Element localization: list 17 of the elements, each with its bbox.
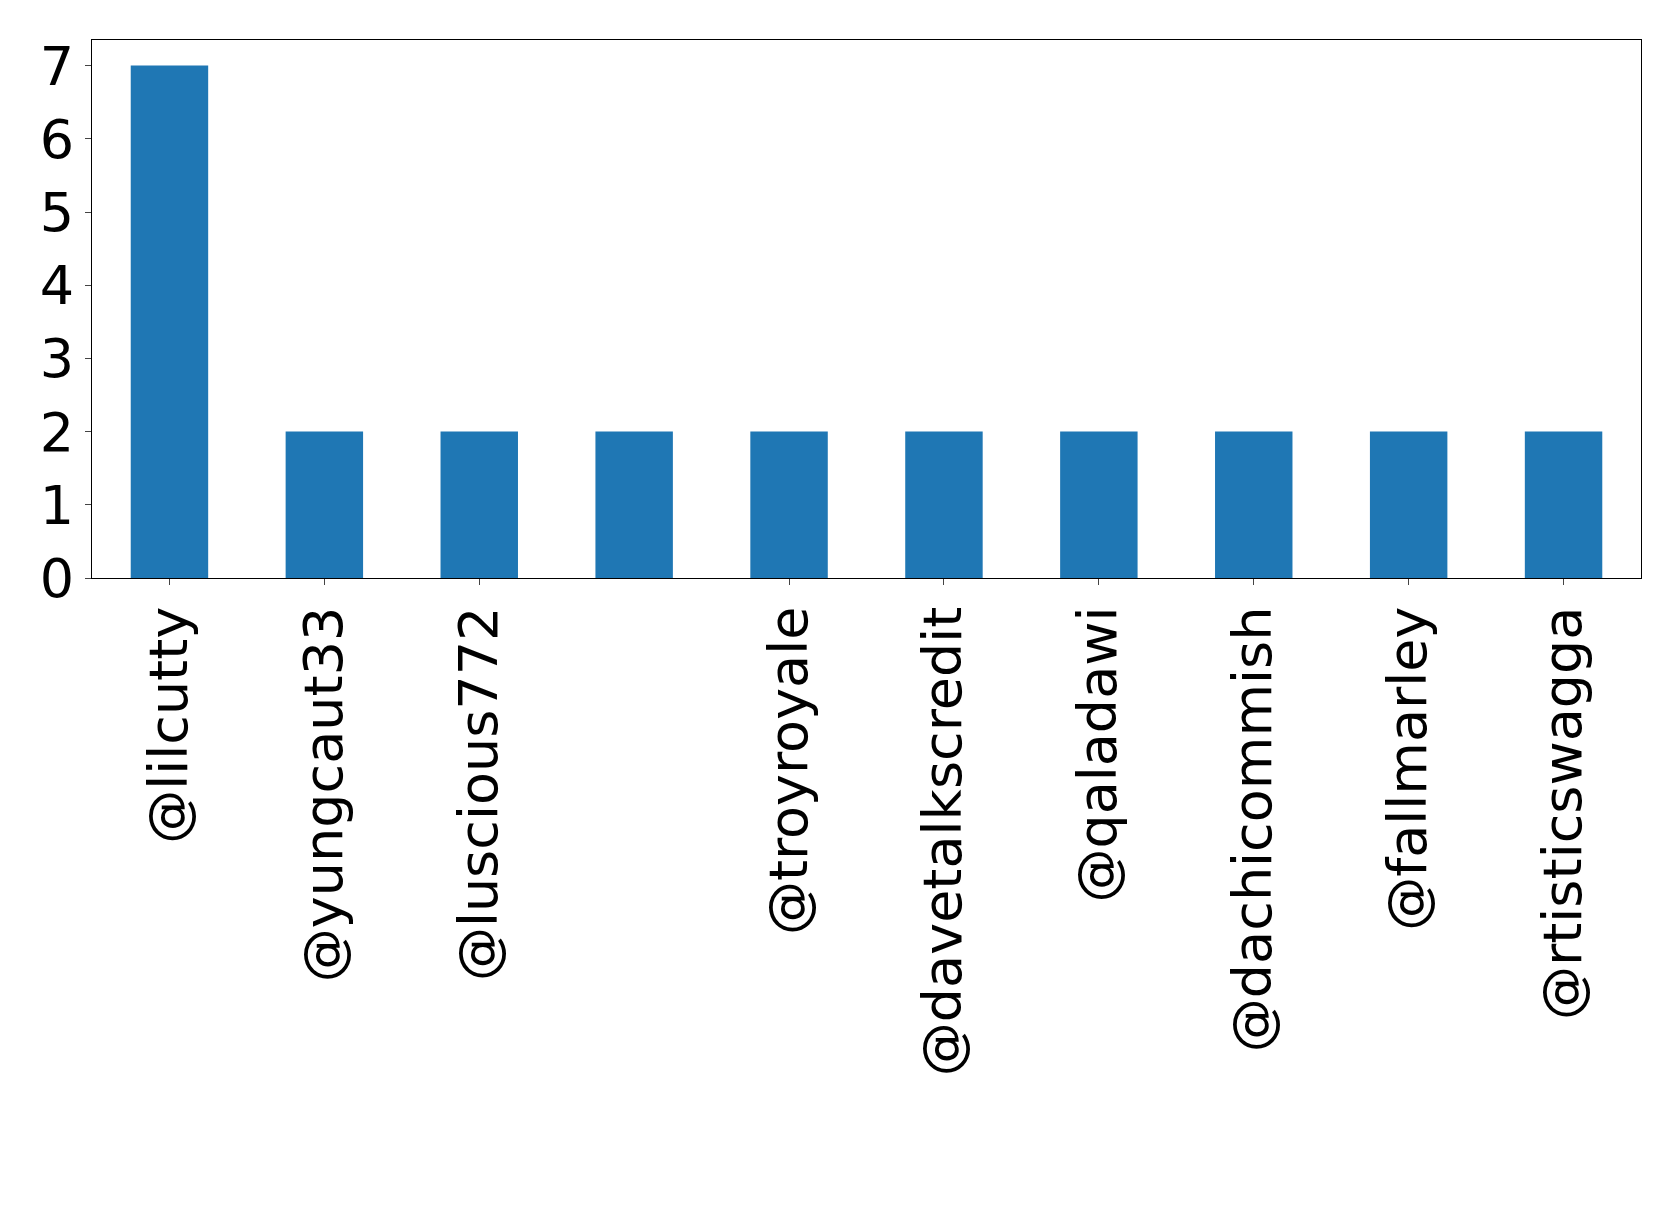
x-tick-label: @rtisticswagga [1531,606,1595,1021]
y-tick-label: 4 [39,254,75,318]
y-tick-label: 2 [39,400,75,464]
y-tick-label: 6 [39,107,75,171]
y-tick-label: 5 [39,180,75,244]
x-tick-label: @lilcutty [137,606,200,844]
x-tick-label: @fallmarley [1376,606,1440,931]
y-tick-label: 0 [39,546,75,610]
x-tick-label: @dachicommish [1221,606,1285,1053]
x-tick-label: @luscious772 [446,606,510,982]
x-tick-label: @troyroyale [756,606,820,936]
y-tick-label: 7 [39,34,75,98]
x-tick-label: @qaladawi [1066,606,1130,903]
x-tick-label: @davetalkscredit [911,606,975,1077]
x-tick-label: @yungcaut33 [291,606,355,983]
y-tick-label: 3 [39,327,75,391]
y-tick-label: 1 [39,473,75,537]
